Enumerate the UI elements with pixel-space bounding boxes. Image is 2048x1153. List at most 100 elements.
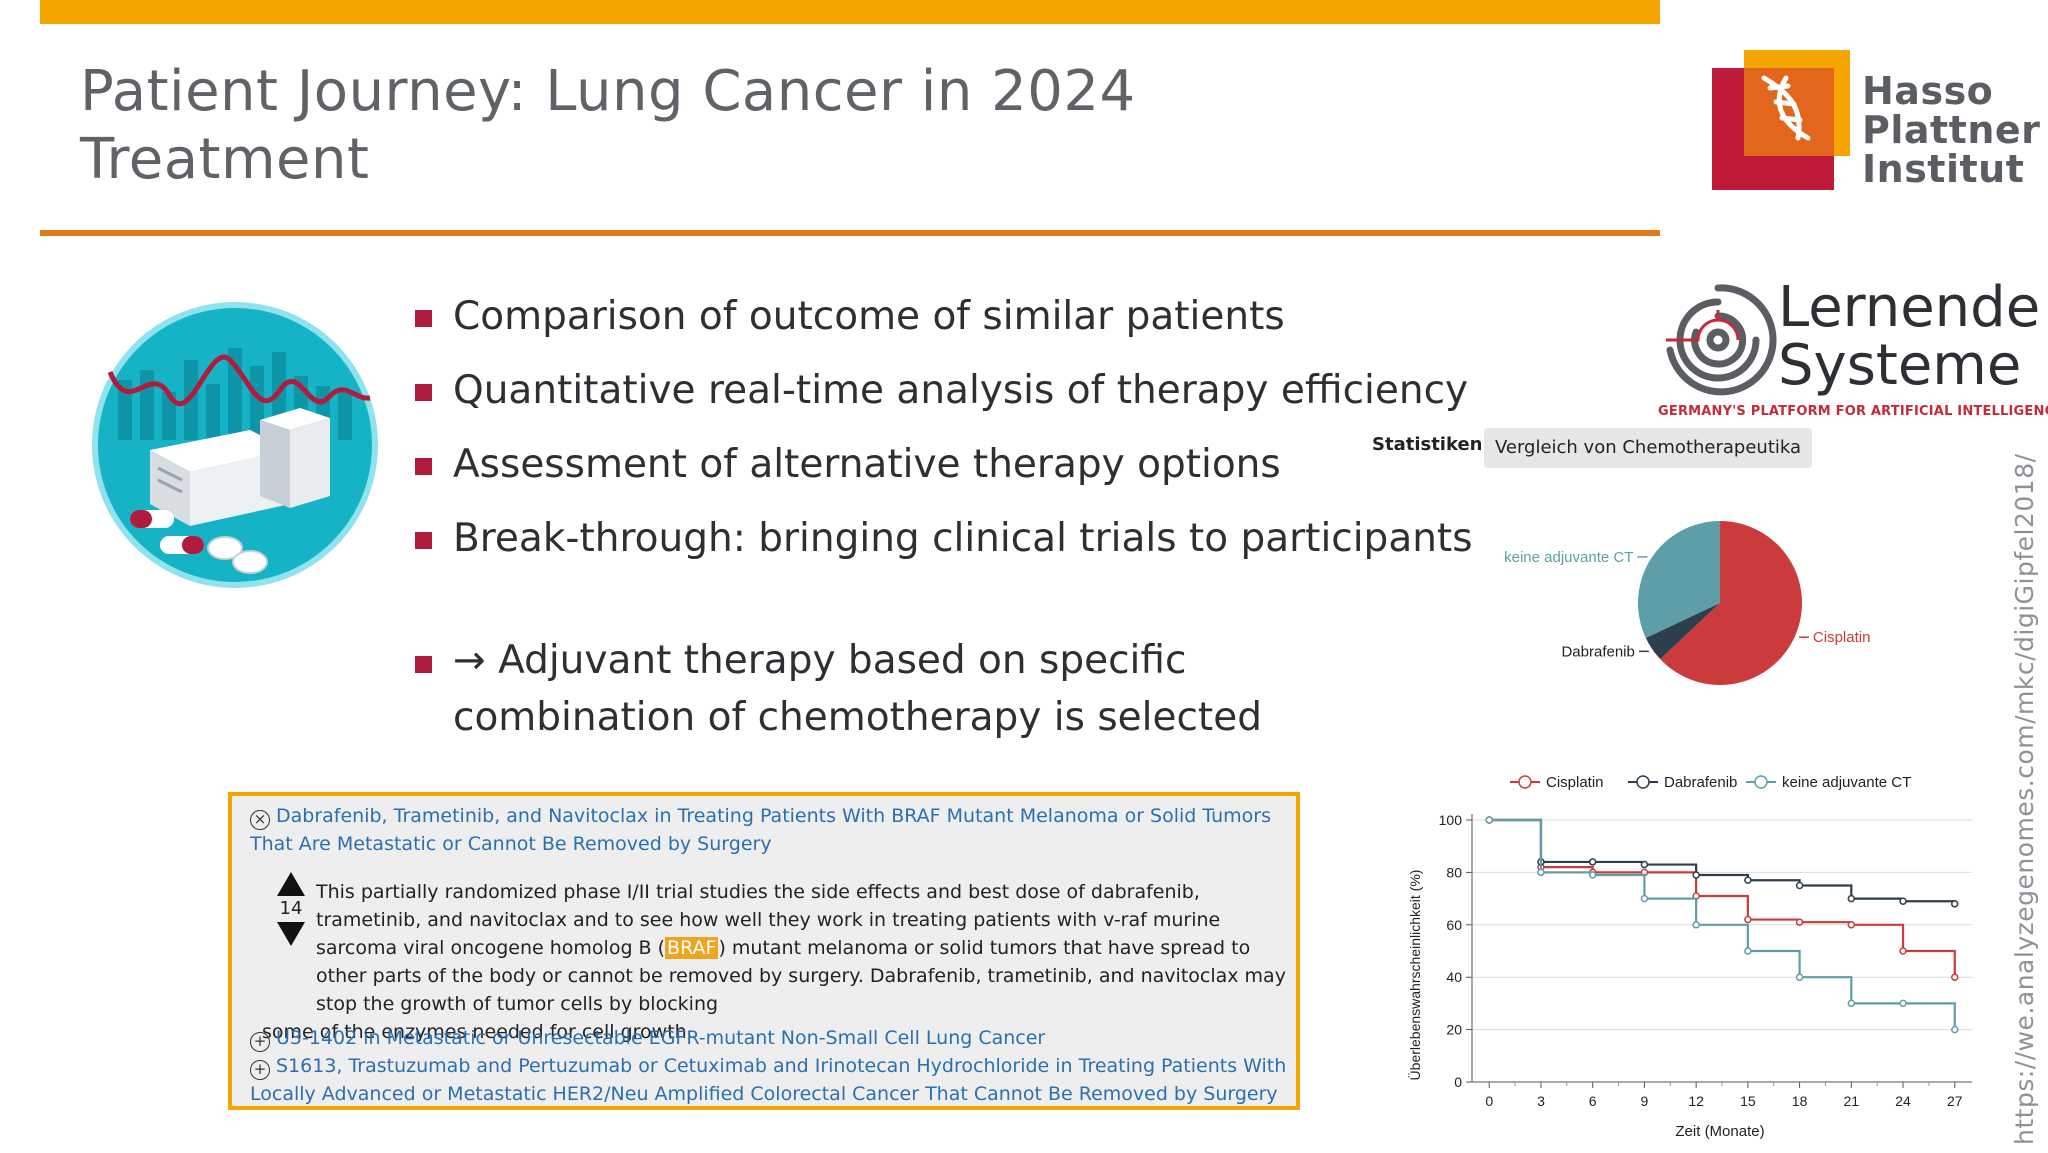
x-tick-label: 15: [1740, 1093, 1756, 1109]
vote-count: 14: [279, 898, 303, 919]
x-tick-label: 6: [1589, 1093, 1597, 1109]
x-tick-label: 24: [1895, 1093, 1911, 1109]
y-axis-label: Überlebenswahrscheinlichkeit (%): [1406, 870, 1423, 1081]
data-point[interactable]: [1951, 973, 1959, 981]
bullet-item-continuation: combination of chemotherapy is selected: [453, 695, 1262, 740]
upvote-triangle-icon[interactable]: [277, 872, 305, 896]
legend-label: Cisplatin: [1546, 774, 1604, 791]
x-tick-label: 3: [1537, 1093, 1545, 1109]
medication-analytics-illustration: [92, 302, 378, 588]
data-point[interactable]: [1588, 871, 1597, 879]
dna-icon: [1761, 75, 1811, 141]
pie-chart: Cisplatin Dabrafenib keine adjuvante CT: [1504, 521, 1871, 685]
trial-title-link[interactable]: Dabrafenib, Trametinib, and Navitoclax i…: [250, 805, 1271, 855]
top-accent-bar: [40, 0, 1660, 24]
y-tick-label: 20: [1446, 1022, 1462, 1038]
bullet-square-icon: [415, 458, 432, 475]
y-tick-label: 40: [1446, 969, 1462, 985]
bullet-item: Break-through: bringing clinical trials …: [415, 502, 1473, 576]
data-point[interactable]: [1537, 868, 1545, 877]
ls-logo-word2: Systeme: [1778, 333, 2022, 398]
pie-slice[interactable]: [1638, 521, 1720, 638]
data-point[interactable]: [1744, 876, 1752, 885]
trial-item-collapsed: + U3-1402 in Metastatic or Unresectable E…: [250, 1024, 1290, 1052]
y-tick-label: 80: [1446, 864, 1462, 880]
x-tick-label: 27: [1947, 1093, 1963, 1109]
data-point[interactable]: [1588, 858, 1597, 866]
trial-description: This partially randomized phase I/II tri…: [262, 881, 1286, 1043]
data-point[interactable]: [1692, 871, 1700, 879]
x-tick-label: 12: [1688, 1093, 1704, 1109]
keyword-highlight: BRAF: [665, 937, 719, 959]
bullet-item: Assessment of alternative therapy option…: [415, 428, 1375, 502]
bullet-square-icon: [415, 384, 432, 401]
legend-label: keine adjuvante CT: [1782, 774, 1911, 791]
circle-x-icon[interactable]: ×: [250, 810, 270, 830]
survival-line-chart: Cisplatin Dabrafenib keine adjuvante CT 0 2…: [1406, 774, 1972, 1140]
hpi-logo-text: Hasso Plattner Institut: [1862, 69, 2041, 191]
pie-slice[interactable]: [1660, 521, 1802, 685]
pie-slice-label: keine adjuvante CT: [1504, 549, 1633, 566]
data-point[interactable]: [1847, 894, 1856, 903]
series-line: [1489, 818, 1956, 904]
pill-icon: [130, 510, 268, 574]
data-point[interactable]: [1795, 881, 1804, 890]
bullet-square-icon: [415, 532, 432, 549]
data-point[interactable]: [1847, 999, 1856, 1008]
data-point[interactable]: [1899, 947, 1907, 955]
medicine-box-icon: [150, 408, 330, 526]
maze-icon: [1666, 284, 1777, 396]
series-line: [1489, 818, 1956, 1030]
bullet-square-icon: [415, 656, 432, 673]
trial-title-link[interactable]: U3-1402 in Metastatic or Unresectable EG…: [276, 1027, 1046, 1049]
stats-label: Statistiken:: [1372, 434, 1490, 455]
data-point[interactable]: [1744, 915, 1752, 924]
data-point[interactable]: [1692, 921, 1700, 929]
data-point[interactable]: [1640, 860, 1649, 869]
downvote-triangle-icon[interactable]: [277, 922, 305, 946]
legend-marker: [1754, 775, 1768, 789]
x-tick-label: 0: [1485, 1093, 1493, 1109]
hpi-logo: [1712, 50, 1850, 190]
legend-marker: [1518, 775, 1532, 789]
page-title-line2: Treatment: [80, 127, 370, 192]
data-point[interactable]: [1640, 894, 1649, 903]
page-title-line1: Patient Journey: Lung Cancer in 2024: [80, 59, 1136, 124]
data-point[interactable]: [1847, 921, 1856, 929]
bullet-list: Comparison of outcome of similar patient…: [415, 280, 1473, 576]
adjuvant-bullet: → Adjuvant therapy based on specific com…: [415, 632, 1375, 746]
y-tick-label: 60: [1446, 917, 1462, 933]
circle-plus-icon[interactable]: +: [250, 1060, 270, 1080]
legend-marker: [1636, 775, 1650, 789]
clinical-trials-panel: × Dabrafenib, Trametinib, and Navitoclax …: [228, 792, 1300, 1110]
page-title: Patient Journey: Lung Cancer in 2024 Tre…: [80, 58, 1380, 194]
data-point[interactable]: [1795, 973, 1804, 981]
y-tick-label: 100: [1439, 812, 1463, 828]
bullet-square-icon: [415, 310, 432, 327]
y-tick-label: 0: [1454, 1074, 1462, 1090]
vote-widget: 14: [274, 872, 308, 946]
pie-slice[interactable]: [1645, 603, 1720, 660]
stats-select[interactable]: Vergleich von Chemotherapeutika: [1484, 428, 1812, 468]
pie-slice-label: Dabrafenib: [1561, 643, 1634, 660]
data-point[interactable]: [1899, 897, 1907, 905]
pie-slice-label: Cisplatin: [1813, 629, 1871, 646]
ls-logo-word1: Lernende: [1778, 275, 2041, 340]
data-point[interactable]: [1485, 816, 1493, 824]
x-tick-label: 9: [1641, 1093, 1649, 1109]
x-tick-label: 18: [1792, 1093, 1808, 1109]
series-line: [1489, 818, 1956, 978]
data-point[interactable]: [1744, 947, 1752, 955]
trial-title-link[interactable]: S1613, Trastuzumab and Pertuzumab or Cet…: [250, 1055, 1287, 1105]
data-point[interactable]: [1899, 999, 1907, 1008]
circle-plus-icon[interactable]: +: [250, 1032, 270, 1052]
trial-item-expanded: × Dabrafenib, Trametinib, and Navitoclax …: [250, 802, 1290, 858]
data-point[interactable]: [1795, 918, 1804, 926]
data-point[interactable]: [1951, 900, 1959, 908]
title-divider: [40, 230, 1660, 236]
data-point[interactable]: [1951, 1025, 1959, 1034]
bullet-item: Comparison of outcome of similar patient…: [415, 280, 1375, 354]
side-url: https://we.analyzegenomes.com/mkc/digiGi…: [2010, 453, 2039, 1145]
bullet-item: → Adjuvant therapy based on specific: [415, 632, 1375, 689]
x-axis-label: Zeit (Monate): [1675, 1123, 1764, 1140]
